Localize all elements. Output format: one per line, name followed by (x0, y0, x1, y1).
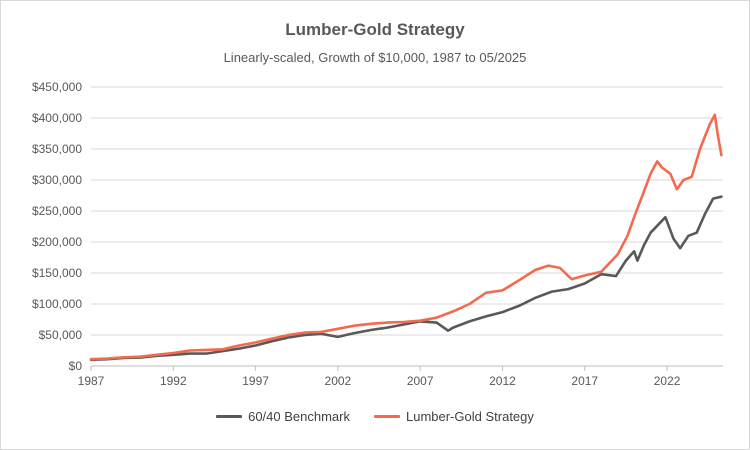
y-tick-label: $0 (69, 359, 83, 373)
y-tick-label: $350,000 (32, 142, 82, 156)
y-tick-label: $300,000 (32, 173, 82, 187)
series-line-benchmark (89, 195, 723, 362)
legend-item-strategy: Lumber-Gold Strategy (374, 409, 534, 424)
x-tick-label: 2002 (325, 374, 352, 388)
x-tick-label: 1997 (242, 374, 269, 388)
y-tick-label: $250,000 (32, 204, 82, 218)
y-tick-label: $200,000 (32, 235, 82, 249)
x-tick-label: 2017 (571, 374, 598, 388)
y-tick-label: $450,000 (32, 80, 82, 94)
legend-item-benchmark: 60/40 Benchmark (216, 409, 350, 424)
y-tick-label: $150,000 (32, 266, 82, 280)
x-tick-label: 2022 (654, 374, 681, 388)
legend-swatch-benchmark (216, 415, 243, 418)
legend-swatch-strategy (374, 415, 400, 418)
x-tick-label: 2007 (407, 374, 434, 388)
x-tick-label: 1992 (160, 374, 187, 388)
y-tick-label: $100,000 (32, 297, 82, 311)
y-tick-label: $400,000 (32, 111, 82, 125)
legend-label-benchmark: 60/40 Benchmark (248, 409, 350, 424)
legend: 60/40 Benchmark Lumber-Gold Strategy (0, 409, 750, 424)
legend-label-strategy: Lumber-Gold Strategy (406, 409, 534, 424)
series-line-strategy (89, 113, 723, 361)
chart-title: Lumber-Gold Strategy (285, 20, 465, 39)
x-tick-label: 2012 (489, 374, 516, 388)
chart-subtitle: Linearly-scaled, Growth of $10,000, 1987… (223, 50, 527, 65)
x-tick-label: 1987 (78, 374, 105, 388)
y-tick-label: $50,000 (39, 328, 83, 342)
